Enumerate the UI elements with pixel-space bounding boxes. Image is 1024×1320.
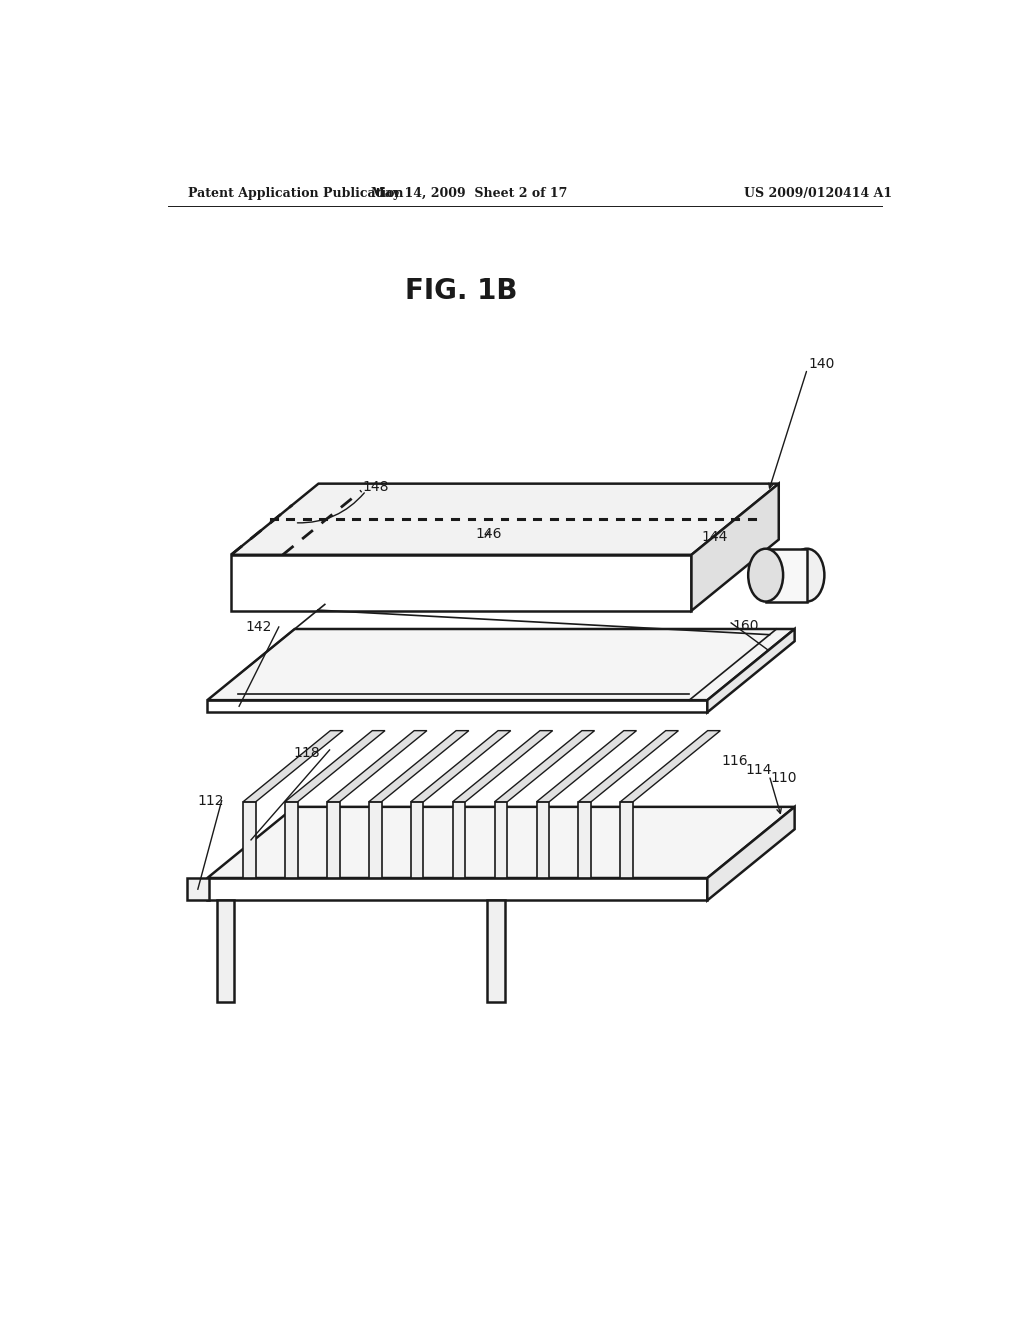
- Polygon shape: [621, 731, 720, 801]
- Text: Patent Application Publication: Patent Application Publication: [187, 187, 403, 201]
- Polygon shape: [621, 801, 633, 878]
- Polygon shape: [708, 807, 795, 900]
- Text: US 2009/0120414 A1: US 2009/0120414 A1: [744, 187, 893, 201]
- Polygon shape: [327, 801, 340, 878]
- Polygon shape: [231, 554, 691, 611]
- Polygon shape: [217, 900, 234, 1002]
- Text: 140: 140: [808, 356, 835, 371]
- Polygon shape: [453, 801, 465, 878]
- Polygon shape: [207, 630, 795, 700]
- Polygon shape: [495, 801, 507, 878]
- Text: FIG. 1B: FIG. 1B: [406, 276, 517, 305]
- Text: 142: 142: [246, 620, 271, 634]
- Polygon shape: [579, 731, 679, 801]
- Polygon shape: [207, 700, 708, 713]
- Text: 148: 148: [362, 479, 389, 494]
- Ellipse shape: [790, 549, 824, 602]
- Ellipse shape: [749, 549, 783, 602]
- Text: 112: 112: [198, 793, 224, 808]
- Polygon shape: [691, 483, 778, 611]
- Polygon shape: [411, 731, 511, 801]
- Polygon shape: [207, 878, 708, 900]
- Polygon shape: [766, 549, 807, 602]
- Polygon shape: [537, 801, 549, 878]
- Polygon shape: [186, 878, 209, 900]
- Text: 146: 146: [476, 528, 503, 541]
- Text: 116: 116: [722, 754, 749, 768]
- Polygon shape: [231, 483, 778, 554]
- Polygon shape: [285, 731, 385, 801]
- Text: 114: 114: [745, 763, 772, 777]
- Polygon shape: [487, 900, 505, 1002]
- Polygon shape: [243, 801, 256, 878]
- Polygon shape: [537, 731, 637, 801]
- Polygon shape: [411, 801, 424, 878]
- Text: May 14, 2009  Sheet 2 of 17: May 14, 2009 Sheet 2 of 17: [371, 187, 567, 201]
- Polygon shape: [369, 731, 469, 801]
- Polygon shape: [327, 731, 427, 801]
- Text: 144: 144: [701, 529, 727, 544]
- Text: 118: 118: [293, 746, 319, 760]
- Polygon shape: [207, 807, 795, 878]
- Polygon shape: [708, 630, 795, 713]
- Polygon shape: [369, 801, 382, 878]
- Polygon shape: [495, 731, 595, 801]
- Text: 160: 160: [733, 619, 759, 634]
- Polygon shape: [243, 731, 343, 801]
- Polygon shape: [285, 801, 298, 878]
- Polygon shape: [453, 731, 553, 801]
- Text: 110: 110: [771, 771, 798, 785]
- Polygon shape: [579, 801, 591, 878]
